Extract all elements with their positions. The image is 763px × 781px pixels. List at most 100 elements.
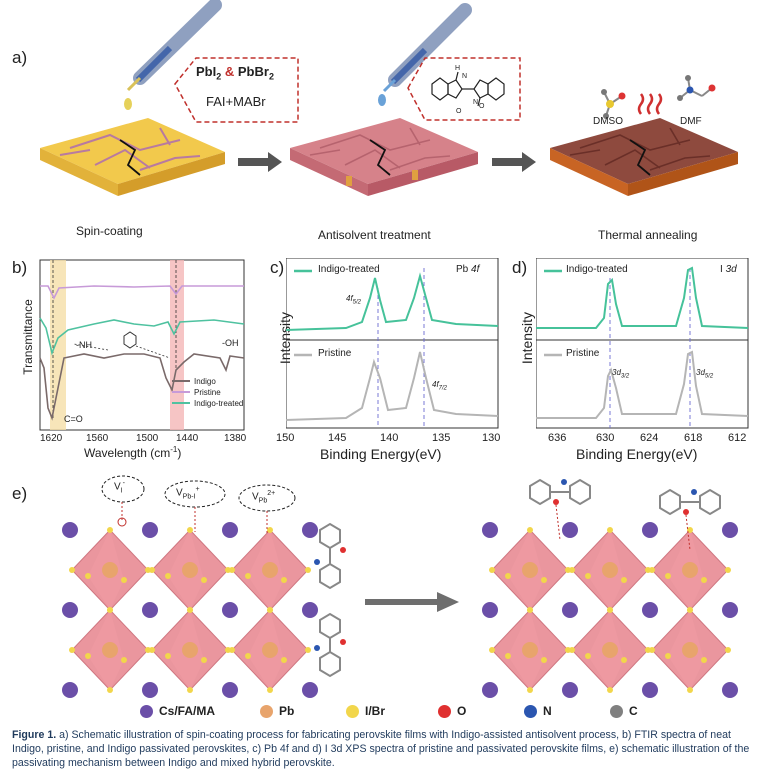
pb-atom <box>262 562 278 578</box>
defect-vpb-sub: Pb <box>258 497 268 505</box>
i-tick-618: 618 <box>684 432 703 444</box>
ftir-tick-1500: 1500 <box>136 433 159 444</box>
a-site-cation <box>642 602 658 618</box>
halide-atom <box>489 647 495 653</box>
pb-title-pre: Pb <box>456 264 472 275</box>
svg-text:N: N <box>462 73 467 80</box>
panel-b-letter: b) <box>12 258 28 277</box>
a-site-cation <box>642 682 658 698</box>
o-dot-icon <box>438 704 451 718</box>
legend-c: C <box>610 704 638 718</box>
halide-atom <box>229 647 235 653</box>
ftir-treated-line <box>39 317 245 356</box>
halide-atom <box>69 567 75 573</box>
ftir-legend-indigo: Indigo <box>194 377 216 386</box>
octahedron <box>649 527 731 613</box>
halide-atom <box>187 527 193 533</box>
svg-text:O: O <box>479 103 485 110</box>
a-site-cation <box>142 522 158 538</box>
halide-atom <box>85 573 91 579</box>
process-arrow-1 <box>238 152 282 172</box>
legend-pb-label: Pb <box>279 704 295 718</box>
film-yellow <box>40 118 225 196</box>
pb-tick-130: 130 <box>482 432 501 444</box>
pb-atom <box>522 562 538 578</box>
defect-vpbi-main: V <box>176 487 183 499</box>
halide-atom <box>229 567 235 573</box>
pb-tick-140: 140 <box>380 432 399 444</box>
legend-pb: Pb <box>260 704 294 718</box>
halide-atom <box>541 657 547 663</box>
octahedron <box>69 527 151 613</box>
panel-d-letter: d) <box>512 258 528 277</box>
xlabel-sup: -1 <box>170 445 178 454</box>
benzene-icon <box>123 331 137 349</box>
octahedron <box>489 527 571 613</box>
octahedron <box>149 607 231 693</box>
svg-text:N: N <box>473 99 478 106</box>
a-site-cation <box>302 682 318 698</box>
ftir-legend <box>172 380 190 404</box>
defect-vpb: VPb2+ <box>252 490 275 504</box>
halide-atom <box>245 653 251 659</box>
halide-atom <box>569 647 575 653</box>
halide-atom <box>687 527 693 533</box>
halide-atom <box>649 567 655 573</box>
a-site-cation <box>642 522 658 538</box>
process-arrow-2 <box>492 152 536 172</box>
pb-atom <box>602 642 618 658</box>
halide-atom <box>665 573 671 579</box>
xlabel-main: Wavelength (cm <box>84 446 171 460</box>
i-peak2-sub: 5/2 <box>704 373 714 380</box>
perovskite-lattice-left <box>62 522 318 698</box>
pb-atom <box>602 562 618 578</box>
a-site-cation <box>722 522 738 538</box>
dmf-label: DMF <box>680 116 702 127</box>
ftir-legend-treated: Indigo-treated <box>194 399 244 408</box>
pb-atom <box>102 642 118 658</box>
pb-series-top: Indigo-treated <box>318 264 380 275</box>
a-site-cation <box>302 522 318 538</box>
i-tick-636: 636 <box>548 432 567 444</box>
i-xlabel: Binding Energy(eV) <box>576 446 698 462</box>
halide-atom <box>149 647 155 653</box>
xlabel-end: ) <box>177 446 182 460</box>
ftir-chart <box>39 259 245 431</box>
cs-fa-ma-dot-icon <box>140 704 153 718</box>
panel-e-letter: e) <box>12 484 28 503</box>
halide-atom <box>489 567 495 573</box>
defect-vpbi: VPb-I+ <box>176 486 200 500</box>
indigo-molecules-left <box>314 522 346 678</box>
i-title-orbital: 3d <box>725 264 737 275</box>
pb-title: Pb 4f <box>456 264 479 275</box>
defect-vpbi-sub: Pb-I <box>182 493 196 501</box>
i-peak2-main: 3d <box>696 368 705 377</box>
halide-atom <box>107 687 113 693</box>
i-peak2: 3d5/2 <box>696 368 713 380</box>
halide-atom <box>267 687 273 693</box>
defect-vpb-sup: 2+ <box>267 490 276 497</box>
halide-atom <box>201 657 207 663</box>
ftir-legend-pristine: Pristine <box>194 388 221 397</box>
indigo-molecule-callout <box>407 57 521 121</box>
xps-i-chart <box>536 258 749 429</box>
halide-atom <box>527 527 533 533</box>
i-series-bottom: Pristine <box>566 348 600 359</box>
halide-atom <box>725 567 731 573</box>
defect-vpb-main: V <box>252 491 259 503</box>
nh-band <box>50 260 66 430</box>
a-site-cation <box>222 602 238 618</box>
legend-o: O <box>438 704 466 718</box>
halide-atom <box>607 687 613 693</box>
caption-label: Figure 1. <box>12 729 57 741</box>
legend-n: N <box>524 704 552 718</box>
halide-atom <box>725 647 731 653</box>
halide-atom <box>607 527 613 533</box>
halide-atom <box>585 573 591 579</box>
pb-atom <box>102 562 118 578</box>
halide-atom <box>505 653 511 659</box>
ftir-indigo-line <box>39 353 245 421</box>
a-site-cation <box>482 522 498 538</box>
panel-a-illustration: H N O O N <box>40 0 738 196</box>
legend-cs-fa-ma: Cs/FA/MA <box>140 704 215 718</box>
